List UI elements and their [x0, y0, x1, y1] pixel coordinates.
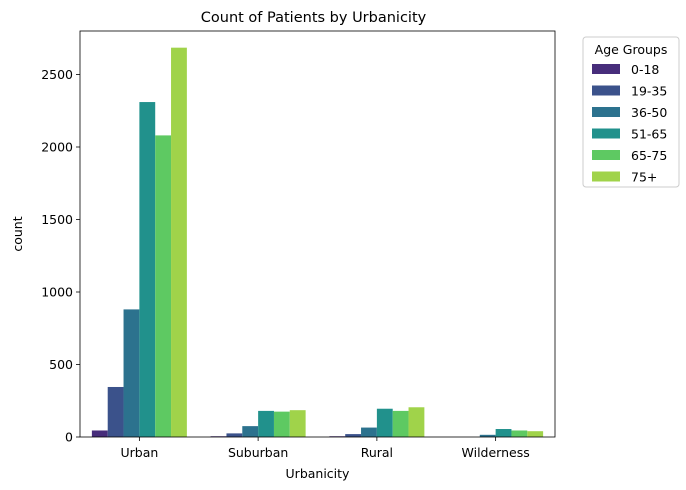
y-tick-label: 1500	[41, 212, 73, 227]
legend-label: 19-35	[631, 84, 667, 99]
bar-urban-75plus	[171, 47, 187, 438]
plot-frame	[79, 30, 556, 438]
legend-swatch	[592, 64, 620, 74]
legend-swatch	[592, 107, 620, 117]
x-tick-label: Suburban	[228, 445, 288, 460]
x-tick-label: Rural	[361, 445, 393, 460]
legend-title: Age Groups	[595, 42, 668, 57]
x-tick-label: Urban	[120, 445, 158, 460]
bar-suburban-36-50	[242, 426, 259, 438]
bar-suburban-75plus	[289, 410, 306, 437]
bar-rural-19-35	[345, 434, 362, 437]
x-axis: Urban Suburban Rural Wilderness	[120, 437, 530, 460]
legend-swatch	[592, 150, 620, 160]
bar-rural-51-65	[376, 408, 393, 437]
chart-title: Count of Patients by Urbanicity	[201, 10, 427, 26]
y-axis-title: count	[10, 216, 25, 251]
legend-swatch	[592, 171, 620, 182]
legend-label: 36-50	[631, 105, 667, 120]
legend-frame	[582, 36, 680, 188]
bar-wilderness-36-50	[479, 434, 496, 437]
legend-swatch	[592, 85, 620, 96]
y-tick-label: 2000	[41, 140, 73, 155]
bar-wilderness-65-75	[511, 430, 528, 437]
legend-label: 51-65	[631, 127, 667, 142]
legend-label: 0-18	[631, 62, 659, 77]
x-axis-title: Urbanicity	[286, 466, 351, 481]
y-axis: 0 500 1000 1500 2000 2500	[41, 67, 80, 445]
bar-suburban-51-65	[258, 410, 274, 437]
y-tick-label: 1000	[41, 285, 73, 300]
legend-label: 75+	[631, 170, 657, 185]
legend-swatch	[592, 128, 620, 139]
legend: Age Groups 0-18 19-35 36-50 51-65 65-75 75+	[582, 36, 680, 188]
bar-urban-19-35	[107, 386, 124, 437]
bar-urban-65-75	[155, 135, 172, 437]
bar-suburban-65-75	[273, 411, 290, 438]
bar-rural-75plus	[408, 407, 425, 437]
bar-rural-36-50	[361, 427, 377, 437]
bar-urban-51-65	[139, 102, 156, 438]
y-tick-label: 0	[65, 430, 73, 445]
bar-suburban-19-35	[226, 433, 243, 438]
bar-wilderness-75plus	[527, 431, 544, 437]
bars-group	[91, 47, 544, 438]
y-tick-label: 2500	[41, 67, 73, 82]
bar-rural-65-75	[392, 410, 409, 437]
bar-urban-36-50	[123, 309, 140, 437]
x-tick-label: Wilderness	[462, 445, 530, 460]
y-tick-label: 500	[49, 357, 73, 372]
legend-label: 65-75	[631, 148, 667, 163]
bar-urban-0-18	[91, 430, 108, 437]
bar-wilderness-51-65	[495, 429, 512, 437]
